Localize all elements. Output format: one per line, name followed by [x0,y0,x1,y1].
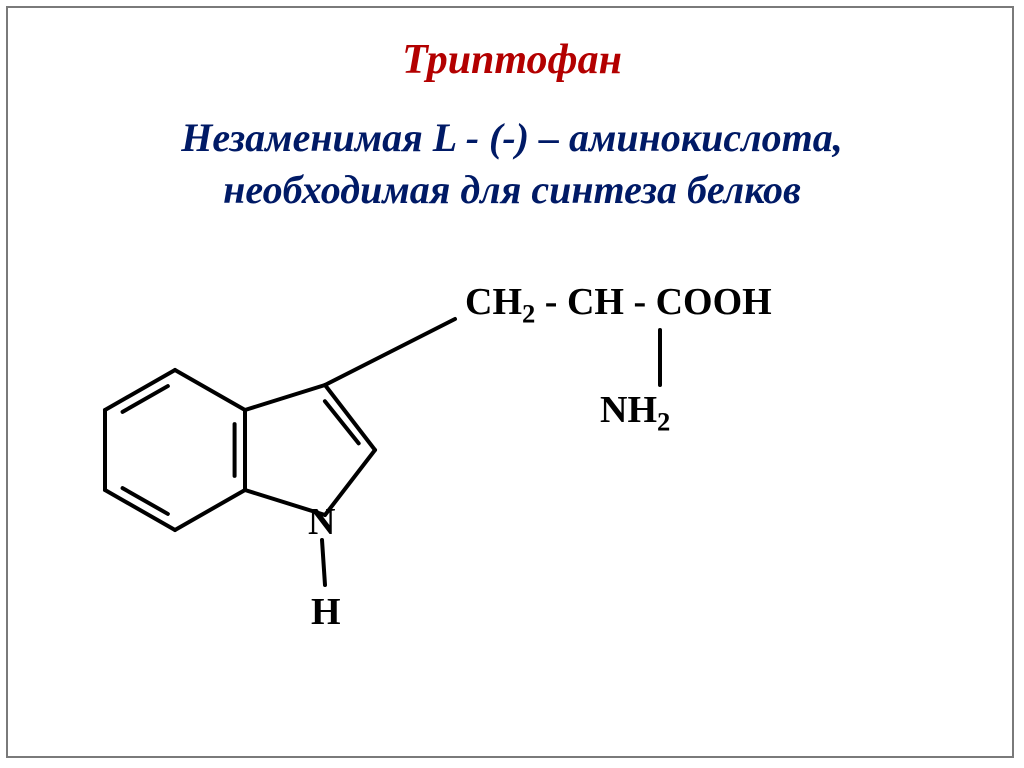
hydrogen-label: H [311,590,341,634]
nh2-label: NH2 [600,388,670,438]
molecule-diagram [0,0,1024,768]
side-chain-label: CH2 - CH - COOH [465,280,772,330]
nitrogen-label: N [308,500,335,544]
